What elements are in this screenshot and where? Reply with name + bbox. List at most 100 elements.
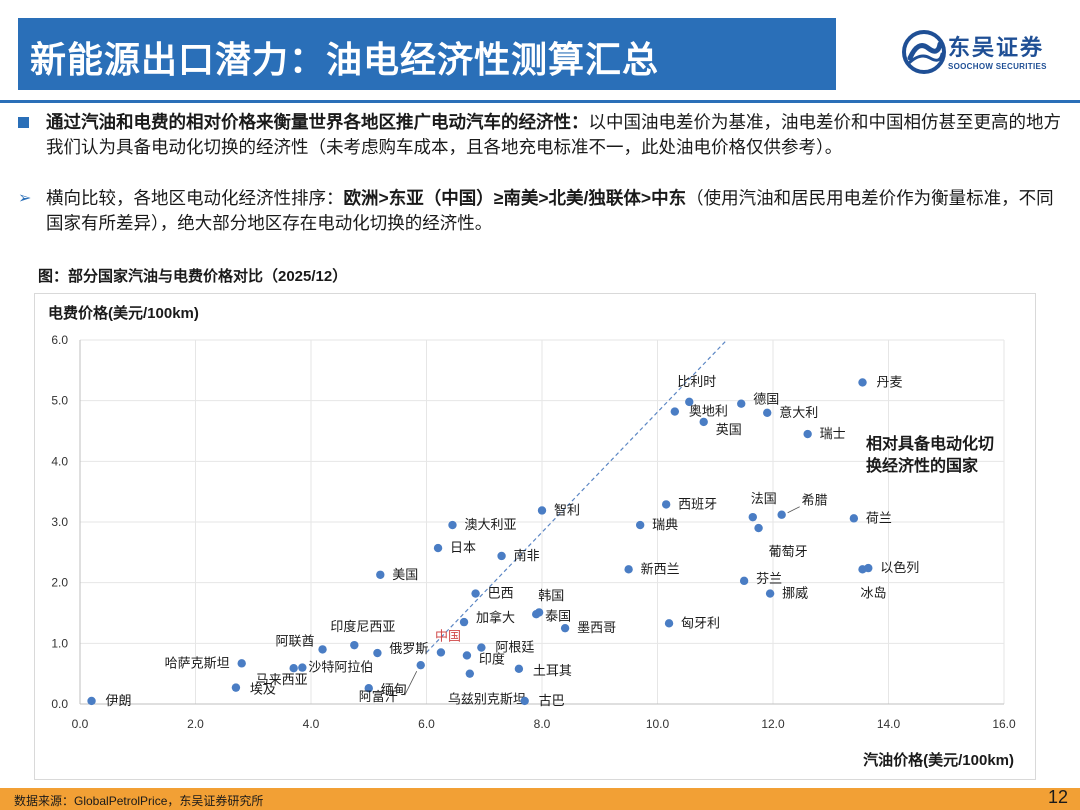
scatter-point	[739, 576, 749, 586]
point-label: 以色列	[880, 560, 919, 575]
y-tick-label: 2.0	[51, 576, 68, 590]
point-label: 芬兰	[756, 571, 782, 586]
page-number: 12	[1047, 787, 1068, 807]
label-leader	[404, 670, 418, 696]
brand-logo: 东吴证券 SOOCHOW SECURITIES	[902, 30, 1062, 76]
chart-caption: 图：部分国家汽油与电费价格对比（2025/12）	[38, 268, 348, 285]
brand-name-en: SOOCHOW SECURITIES	[948, 62, 1047, 71]
point-label: 哈萨克斯坦	[165, 655, 230, 670]
bullet-1-text: 通过汽油和电费的相对价格来衡量世界各地区推广电动汽车的经济性：以中国油电差价为基…	[46, 110, 1066, 160]
point-label: 德国	[753, 392, 779, 407]
source-note: 数据来源：GlobalPetrolPrice，东吴证券研究所	[14, 794, 264, 808]
scatter-point	[298, 663, 307, 672]
chart-annotation: 换经济性的国家	[866, 456, 979, 475]
x-tick-label: 10.0	[646, 717, 670, 731]
point-label: 阿联酋	[276, 633, 315, 648]
x-tick-label: 16.0	[992, 717, 1016, 731]
point-label: 古巴	[539, 693, 565, 708]
scatter-point	[376, 570, 385, 579]
scatter-point	[664, 619, 674, 628]
scatter-point	[661, 500, 671, 509]
point-label: 印度尼西亚	[330, 619, 395, 634]
scatter-point	[477, 643, 486, 652]
bullet-2-text: 横向比较，各地区电动化经济性排序：欧洲>东亚（中国）≥南美>北美/独联体>中东（…	[46, 186, 1066, 236]
point-label: 阿富汗	[359, 689, 398, 704]
scatter-point	[462, 651, 472, 660]
point-label: 挪威	[782, 586, 808, 601]
point-label: 沙特阿拉伯	[308, 660, 373, 675]
y-tick-label: 6.0	[51, 333, 68, 347]
x-tick-label: 4.0	[303, 717, 320, 731]
x-tick-label: 2.0	[187, 717, 204, 731]
point-label: 日本	[450, 540, 476, 555]
scatter-point	[416, 660, 425, 670]
scatter-point	[318, 645, 327, 654]
scatter-point	[748, 512, 757, 522]
scatter-point	[87, 696, 96, 706]
point-label: 阿根廷	[495, 640, 534, 655]
scatter-point	[803, 429, 812, 439]
point-label: 巴西	[488, 586, 514, 601]
x-tick-label: 8.0	[534, 717, 551, 731]
point-label: 比利时	[677, 374, 716, 389]
y-axis-title: 电费价格(美元/100km)	[48, 304, 199, 322]
scatter-point	[737, 399, 746, 408]
scatter-point	[763, 408, 772, 417]
bullet-2-bold: 欧洲>东亚（中国）≥南美>北美/独联体>中东	[343, 188, 687, 208]
point-label: 中国	[435, 628, 461, 643]
chart-frame	[34, 293, 1036, 780]
y-tick-label: 1.0	[51, 636, 68, 650]
title-bar: 新能源出口潜力：油电经济性测算汇总	[18, 18, 836, 90]
scatter-point	[465, 669, 475, 678]
y-tick-label: 5.0	[51, 394, 68, 408]
label-leader	[787, 506, 800, 514]
scatter-point	[364, 684, 373, 693]
scatter-point	[777, 510, 786, 519]
point-label: 印度	[479, 651, 505, 666]
chart-annotation: 相对具备电动化切	[866, 434, 994, 453]
bullet-1-body: 以中国油电差价为基准，油电差价和中国相仿甚至更高的地方我们认为具备电动化切换的经…	[46, 112, 1061, 157]
x-axis-title: 汽油价格(美元/100km)	[863, 751, 1014, 769]
point-label: 墨西哥	[577, 620, 616, 635]
scatter-point	[670, 407, 680, 416]
header-divider	[0, 100, 1080, 103]
scatter-point	[858, 565, 867, 574]
scatter-point	[436, 648, 446, 657]
point-label: 澳大利亚	[464, 517, 516, 532]
y-tick-label: 0.0	[51, 697, 68, 711]
point-label: 埃及	[250, 682, 276, 697]
scatter-point	[699, 417, 708, 427]
scatter-point	[858, 378, 867, 387]
point-label: 泰国	[545, 608, 571, 623]
point-label: 荷兰	[866, 510, 892, 525]
square-bullet-icon	[18, 110, 40, 135]
footer-bar	[0, 788, 1080, 810]
x-tick-label: 14.0	[877, 717, 901, 731]
scatter-point	[433, 543, 443, 553]
brand-name-cn: 东吴证券	[948, 35, 1045, 60]
scatter-point	[560, 623, 570, 633]
scatter-point	[231, 683, 241, 692]
point-label: 伊朗	[106, 693, 132, 708]
point-label: 马来西亚	[256, 672, 308, 687]
point-label: 缅甸	[381, 682, 407, 697]
scatter-point	[685, 397, 694, 407]
point-label: 美国	[392, 567, 418, 582]
scatter-point	[350, 640, 359, 650]
point-label: 法国	[751, 491, 777, 506]
point-label: 英国	[716, 422, 742, 437]
point-label: 乌兹别克斯坦	[448, 692, 526, 707]
scatter-point	[459, 617, 469, 627]
scatter-point	[635, 520, 645, 530]
point-label: 土耳其	[533, 663, 572, 678]
scatter-point	[520, 696, 529, 706]
point-label: 西班牙	[678, 496, 717, 511]
scatter-point	[514, 664, 524, 674]
reference-line	[426, 339, 728, 653]
point-label: 冰岛	[861, 585, 887, 600]
soochow-logo-icon	[902, 30, 946, 74]
bullet-1: 通过汽油和电费的相对价格来衡量世界各地区推广电动汽车的经济性：以中国油电差价为基…	[18, 110, 1066, 160]
scatter-point	[497, 551, 506, 561]
scatter-point	[373, 648, 382, 658]
